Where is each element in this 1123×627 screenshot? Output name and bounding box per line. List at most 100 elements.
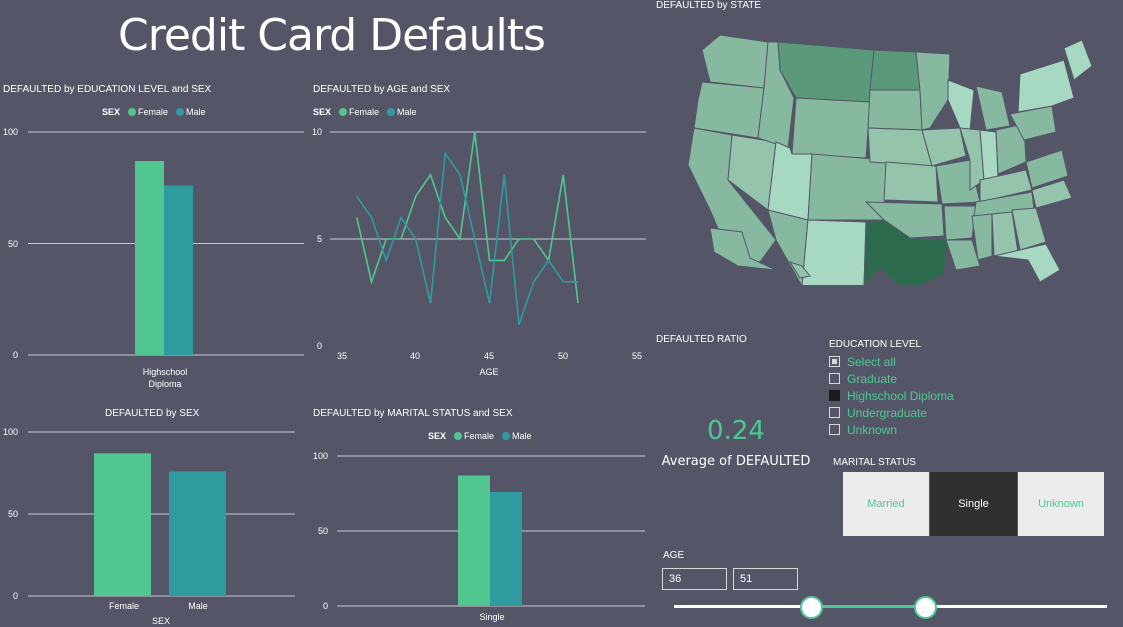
state-wyoming[interactable] (791, 97, 871, 159)
female-swatch-icon (454, 432, 463, 440)
marital-tile-married[interactable]: Married (843, 472, 929, 536)
state-oregon[interactable] (693, 81, 765, 139)
state-hawaii[interactable] (788, 261, 811, 279)
age-slider-range-fill (810, 605, 925, 608)
x-axis-label: SEX (152, 616, 170, 626)
checkbox-partial-icon (829, 356, 840, 367)
state-north-carolina[interactable] (1031, 179, 1073, 209)
slicer-item-highschool-diploma[interactable]: Highschool Diploma (829, 387, 954, 404)
bar-single-male[interactable] (490, 492, 522, 606)
state-alaska[interactable] (709, 227, 777, 271)
bar-highschool-female[interactable] (135, 160, 164, 355)
y-tick-label: 5 (317, 234, 322, 244)
bar-female[interactable] (94, 453, 151, 596)
state-nebraska[interactable] (867, 127, 933, 167)
age-sex-chart: 10 5 0 35 40 45 50 55 AGE (312, 127, 646, 377)
age-max-input[interactable]: 51 (733, 568, 798, 590)
state-utah[interactable] (767, 141, 813, 221)
marital-slicer-title: MARITAL STATUS (833, 457, 916, 468)
by-sex-chart-title: DEFAULTED by SEX (105, 408, 200, 419)
y-tick-label: 100 (3, 427, 18, 437)
x-tick-label: 45 (484, 351, 494, 361)
x-tick-label: Highschool (143, 367, 188, 377)
state-kansas[interactable] (883, 161, 939, 203)
state-new-mexico[interactable] (801, 219, 867, 285)
state-washington[interactable] (701, 34, 769, 89)
state-texas[interactable] (863, 219, 949, 285)
state-new-york[interactable] (1017, 59, 1075, 113)
legend-title: SEX (102, 107, 121, 117)
bar-single-female[interactable] (458, 475, 490, 607)
state-minnesota[interactable] (915, 51, 951, 131)
state-montana[interactable] (777, 41, 875, 103)
line-series-male[interactable] (356, 151, 578, 325)
by-sex-chart: 100 50 0 Female Male SEX (3, 427, 295, 626)
kpi-value: 0.24 (707, 416, 765, 446)
state-wisconsin[interactable] (947, 79, 975, 131)
legend-item-male[interactable]: Male (502, 431, 532, 441)
age-slider-min-handle[interactable] (799, 596, 823, 619)
x-tick-label: Male (188, 601, 208, 611)
legend-item-female[interactable]: Female (128, 107, 168, 117)
y-tick-label: 100 (3, 127, 18, 137)
ratio-card-title: DEFAULTED RATIO (656, 334, 747, 345)
slicer-item-select-all[interactable]: Select all (829, 353, 954, 370)
slicer-item-graduate[interactable]: Graduate (829, 370, 954, 387)
state-north-dakota[interactable] (869, 49, 921, 91)
x-tick-label: 55 (632, 351, 642, 361)
legend-title: SEX (313, 107, 332, 117)
legend-item-female[interactable]: Female (454, 431, 494, 441)
us-states-map[interactable] (680, 30, 1100, 285)
x-tick-label: Diploma (148, 379, 181, 389)
x-tick-label: 50 (558, 351, 568, 361)
state-illinois[interactable] (959, 127, 985, 191)
state-louisiana[interactable] (945, 239, 981, 271)
checkbox-icon (829, 407, 840, 418)
x-axis-label: AGE (479, 367, 498, 377)
age-slider-max-handle[interactable] (913, 596, 937, 619)
x-tick-label: 40 (410, 351, 420, 361)
bar-highschool-male[interactable] (164, 185, 193, 355)
state-maine[interactable] (1063, 39, 1093, 81)
education-slicer: Select all Graduate Highschool Diploma U… (829, 353, 954, 438)
checkbox-icon (829, 373, 840, 384)
state-arkansas[interactable] (943, 205, 977, 241)
legend-item-male[interactable]: Male (387, 107, 417, 117)
state-michigan[interactable] (975, 85, 1011, 131)
marital-sex-chart-title: DEFAULTED by MARITAL STATUS and SEX (313, 408, 513, 419)
state-south-dakota[interactable] (867, 89, 923, 131)
map-title: DEFAULTED by STATE (656, 0, 762, 11)
age-sex-legend: SEX Female Male (313, 107, 421, 117)
male-swatch-icon (176, 108, 185, 116)
state-florida[interactable] (993, 243, 1061, 283)
marital-sex-chart: 100 50 0 Single (313, 451, 645, 622)
slicer-item-undergraduate[interactable]: Undergraduate (829, 404, 954, 421)
legend-item-female[interactable]: Female (339, 107, 379, 117)
marital-sex-legend: SEX Female Male (428, 431, 536, 441)
state-virginia[interactable] (1025, 149, 1069, 189)
checkbox-icon (829, 424, 840, 435)
male-swatch-icon (502, 432, 511, 440)
y-tick-label: 50 (8, 239, 18, 249)
state-iowa[interactable] (921, 127, 967, 167)
y-tick-label: 50 (318, 526, 328, 536)
state-mississippi[interactable] (971, 213, 993, 261)
y-tick-label: 10 (312, 127, 322, 137)
state-georgia[interactable] (1011, 207, 1047, 251)
legend-item-male[interactable]: Male (176, 107, 206, 117)
state-oklahoma[interactable] (864, 201, 945, 239)
y-tick-label: 0 (13, 591, 18, 601)
edu-sex-chart: 100 50 0 Highschool Diploma (3, 127, 304, 389)
slicer-item-unknown[interactable]: Unknown (829, 421, 954, 438)
y-tick-label: 50 (8, 509, 18, 519)
bar-male[interactable] (169, 471, 226, 596)
kpi-label: Average of DEFAULTED (661, 454, 811, 469)
line-series-female[interactable] (355, 131, 579, 304)
y-tick-label: 0 (323, 601, 328, 611)
age-sex-chart-title: DEFAULTED by AGE and SEX (313, 84, 451, 95)
marital-tile-unknown[interactable]: Unknown (1018, 472, 1104, 536)
x-tick-label: 35 (337, 351, 347, 361)
age-min-input[interactable]: 36 (662, 568, 727, 590)
marital-tile-single[interactable]: Single (930, 472, 1017, 536)
x-tick-label: Female (109, 601, 139, 611)
